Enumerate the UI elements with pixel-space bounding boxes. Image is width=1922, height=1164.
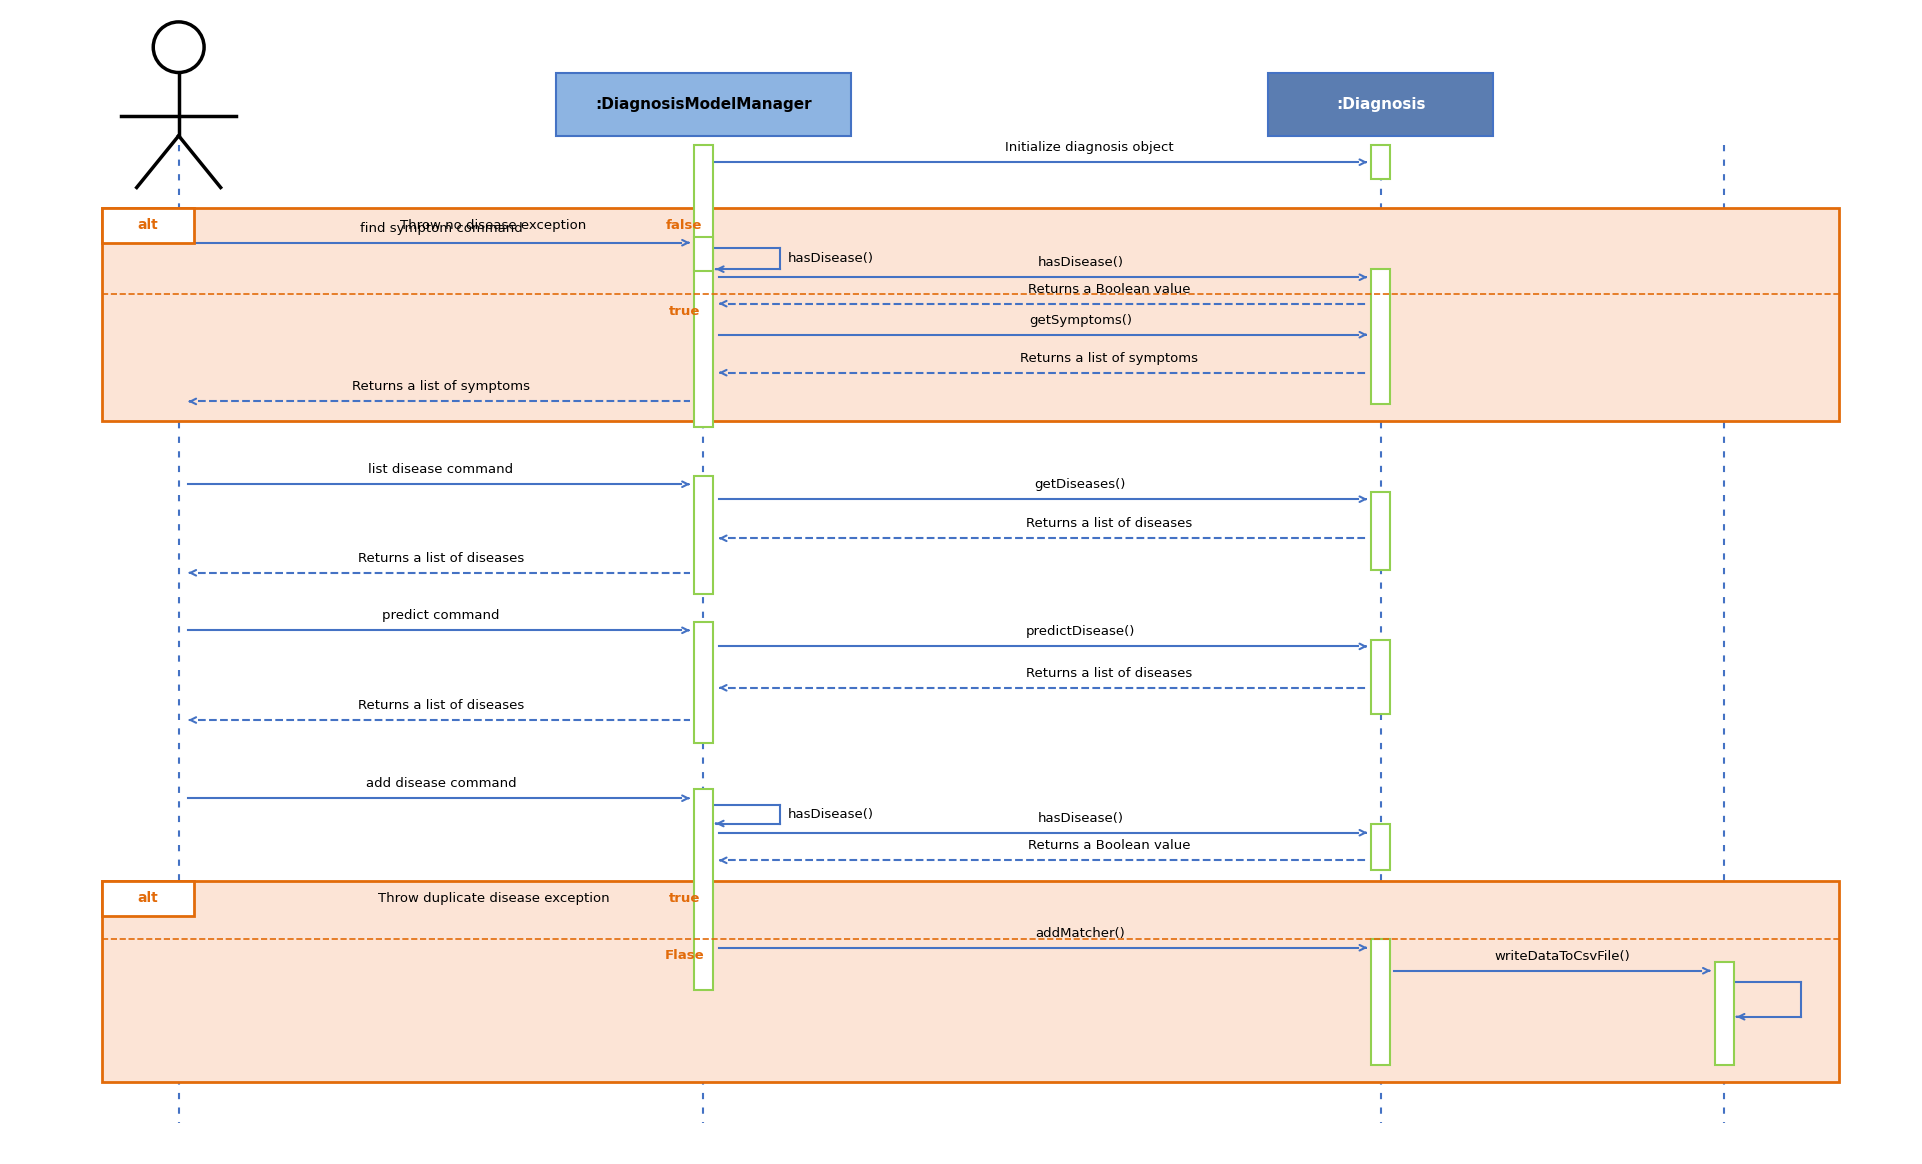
Bar: [102, 208, 194, 243]
Bar: [694, 146, 713, 427]
Bar: [1370, 938, 1390, 1065]
Text: predictDisease(): predictDisease(): [1026, 625, 1136, 638]
Text: Initialize diagnosis object: Initialize diagnosis object: [1005, 141, 1174, 154]
Text: Throw no disease exception: Throw no disease exception: [400, 219, 586, 232]
Bar: [1714, 961, 1734, 1065]
Text: Returns a list of diseases: Returns a list of diseases: [1026, 667, 1192, 680]
Bar: [1370, 823, 1390, 870]
Text: find symptom command: find symptom command: [359, 221, 523, 235]
Text: Returns a list of diseases: Returns a list of diseases: [1026, 517, 1192, 531]
Text: Returns a list of diseases: Returns a list of diseases: [357, 698, 525, 712]
Bar: [102, 881, 194, 916]
Text: Returns a list of symptoms: Returns a list of symptoms: [1021, 352, 1197, 364]
Text: Returns a Boolean value: Returns a Boolean value: [1028, 283, 1190, 296]
Text: addMatcher(): addMatcher(): [1036, 927, 1124, 939]
Bar: [694, 623, 713, 743]
Text: Returns a Boolean value: Returns a Boolean value: [1028, 839, 1190, 852]
Text: Returns a list of diseases: Returns a list of diseases: [357, 552, 525, 565]
Bar: [102, 881, 1839, 1083]
Text: writeDataToCsvFile(): writeDataToCsvFile(): [1493, 950, 1630, 963]
Text: alt: alt: [138, 219, 158, 233]
Bar: [555, 72, 851, 136]
Bar: [1370, 492, 1390, 570]
Text: Returns a list of symptoms: Returns a list of symptoms: [352, 381, 530, 393]
Text: getSymptoms(): getSymptoms(): [1028, 313, 1132, 327]
Text: :DiagnosisModelManager: :DiagnosisModelManager: [596, 97, 811, 112]
Bar: [1269, 72, 1493, 136]
Text: hasDisease(): hasDisease(): [1038, 811, 1122, 824]
Text: hasDisease(): hasDisease(): [1038, 256, 1122, 269]
Text: :Diagnosis: :Diagnosis: [1336, 97, 1426, 112]
Bar: [102, 208, 1839, 421]
Text: alt: alt: [138, 892, 158, 906]
Text: hasDisease(): hasDisease(): [788, 253, 873, 265]
Bar: [1370, 639, 1390, 715]
Text: add disease command: add disease command: [365, 778, 517, 790]
Text: Throw duplicate disease exception: Throw duplicate disease exception: [379, 892, 609, 904]
Text: false: false: [667, 219, 703, 232]
Text: predict command: predict command: [382, 609, 500, 623]
Text: getDiseases(): getDiseases(): [1034, 478, 1126, 491]
Text: true: true: [669, 892, 700, 904]
Bar: [694, 237, 713, 271]
Bar: [1370, 269, 1390, 404]
Bar: [694, 789, 713, 991]
Bar: [694, 476, 713, 594]
Text: true: true: [669, 305, 700, 318]
Text: Flase: Flase: [665, 950, 703, 963]
Text: hasDisease(): hasDisease(): [788, 808, 873, 821]
Bar: [1370, 146, 1390, 179]
Text: list disease command: list disease command: [369, 463, 513, 476]
